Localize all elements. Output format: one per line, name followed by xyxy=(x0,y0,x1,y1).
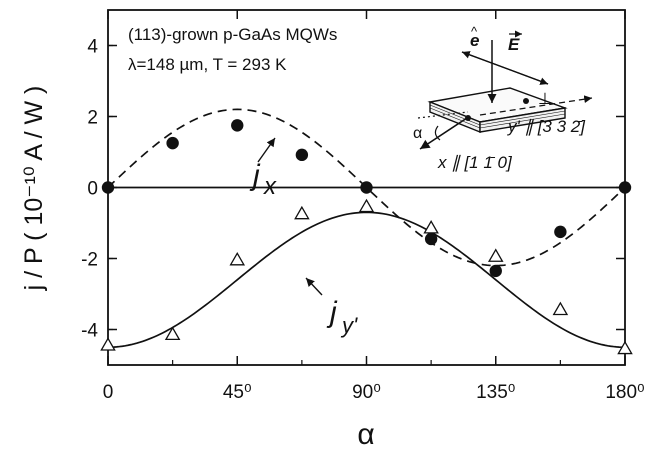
annotation-line-2: λ=148 µm, T = 293 K xyxy=(128,55,287,74)
y-tick-label-2: 0 xyxy=(87,179,98,200)
annotation-line-1: (113)-grown p-GaAs MQWs xyxy=(128,25,337,44)
inset-perp-label: ⊥ xyxy=(538,91,552,108)
point-jy-3 xyxy=(294,205,310,220)
inset-layer-4 xyxy=(479,113,566,129)
x-tick-label-4: 180⁰ xyxy=(605,382,644,403)
curve-label-jx-arrow xyxy=(257,137,276,163)
curve-label-jx-sub: x xyxy=(263,173,277,200)
inset-E-label: E xyxy=(508,35,520,54)
point-jy-2 xyxy=(229,251,246,266)
point-jx-5 xyxy=(424,232,438,246)
inset-e-hat: ^ xyxy=(471,24,478,39)
point-jx-7 xyxy=(554,225,567,239)
curve-label-jy-arrow xyxy=(305,277,323,296)
inset-e-label: e xyxy=(470,31,479,50)
inset-layer-1 xyxy=(429,104,481,126)
point-jx-2 xyxy=(231,119,244,132)
point-jy-4 xyxy=(358,198,375,213)
inset-y-axis-dot xyxy=(523,98,529,104)
inset-x-axis-arrow xyxy=(419,115,471,150)
x-axis-label: α xyxy=(357,418,374,449)
inset-layer-2 xyxy=(429,107,481,129)
point-jy-6 xyxy=(487,248,504,262)
point-jx-6 xyxy=(489,264,502,278)
point-jy-0 xyxy=(100,337,116,351)
y-tick-label-3: -2 xyxy=(81,250,98,271)
y-axis-label: j / P ( 10⁻¹⁰ A / W ) xyxy=(20,86,48,292)
x-tick-label-0: 0 xyxy=(103,382,114,403)
x-tick-label-3: 135⁰ xyxy=(476,382,515,403)
inset-slab-side xyxy=(479,107,566,133)
inset-layer-3 xyxy=(479,110,566,126)
y-tick-label-0: 4 xyxy=(87,37,98,58)
inset-schematic: e ^ E ⊥ y' ∥ [3 3 2̄] x ∥ [1 1̄ 0] α xyxy=(413,24,593,172)
inset-y-axis-label: y' ∥ [3 3 2̄] xyxy=(507,117,586,136)
point-jy-1 xyxy=(164,326,181,341)
inset-y-axis-arrow xyxy=(479,95,593,116)
y-tick-label-4: -4 xyxy=(81,321,98,342)
x-tick-label-2: 90⁰ xyxy=(352,382,381,403)
curve-label-jy-sub: y' xyxy=(340,313,358,338)
inset-alpha-arc xyxy=(434,125,441,141)
axis-ticks xyxy=(107,10,626,365)
curve-label-jy-main: j xyxy=(326,296,338,329)
inset-reference-line xyxy=(417,111,469,119)
point-jx-1 xyxy=(166,136,179,150)
y-tick-label-1: 2 xyxy=(87,108,98,129)
point-jy-7 xyxy=(552,301,569,316)
inset-x-axis-dot xyxy=(465,115,471,121)
point-jy-8 xyxy=(617,340,633,355)
fit-curve-jy xyxy=(107,211,626,349)
fit-curve-jx xyxy=(107,108,626,267)
inset-x-axis-label: x ∥ [1 1̄ 0] xyxy=(437,153,513,172)
fit-curves xyxy=(107,108,626,349)
data-points xyxy=(100,119,633,355)
point-jx-0 xyxy=(101,181,115,194)
point-jy-5 xyxy=(423,220,439,234)
tick-labels: 0 45⁰ 90⁰ 135⁰ 180⁰ 4 2 0 -2 -4 xyxy=(81,37,645,404)
inset-alpha-label: α xyxy=(413,125,422,142)
point-jx-4 xyxy=(360,181,373,194)
x-tick-label-1: 45⁰ xyxy=(223,382,252,403)
inset-polarization-arrow-back xyxy=(461,51,549,85)
curve-label-jy: j y' xyxy=(305,277,358,338)
curve-label-jx: j x xyxy=(249,137,277,200)
point-jx-8 xyxy=(618,181,632,194)
point-jx-3 xyxy=(295,148,309,162)
